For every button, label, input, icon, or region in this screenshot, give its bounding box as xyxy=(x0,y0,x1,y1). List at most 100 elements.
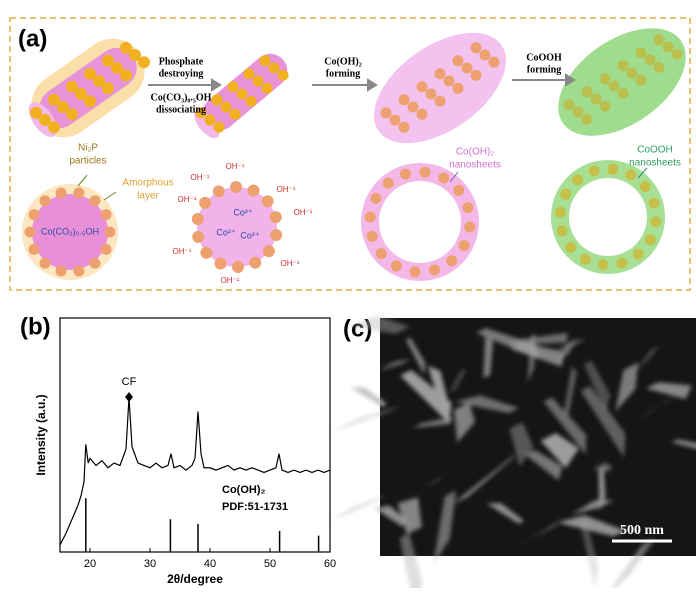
particle xyxy=(253,76,264,87)
particle xyxy=(40,258,51,269)
xrd-curve xyxy=(60,398,330,545)
particle xyxy=(429,264,440,275)
particle xyxy=(565,242,576,253)
plot-frame xyxy=(60,318,330,552)
label: Amorphous xyxy=(122,178,173,189)
particle xyxy=(73,265,84,276)
particle xyxy=(399,122,410,133)
particle xyxy=(438,172,449,183)
particle xyxy=(262,83,273,94)
particle xyxy=(367,231,378,242)
particle xyxy=(101,209,112,220)
particle xyxy=(25,227,36,238)
particle xyxy=(237,89,248,100)
particle xyxy=(370,193,381,204)
particle xyxy=(400,169,411,180)
particle xyxy=(84,95,96,107)
particle xyxy=(426,89,437,100)
step-label: Phosphate xyxy=(159,56,204,67)
annotation: CF xyxy=(122,376,137,388)
step-label: forming xyxy=(326,68,360,79)
particle xyxy=(464,221,475,232)
particle xyxy=(417,109,428,120)
particle xyxy=(435,68,446,79)
particle xyxy=(399,94,410,105)
ion-label: OH⁻¹ xyxy=(226,162,245,171)
particle xyxy=(600,101,611,112)
ion-label: OH⁻¹ xyxy=(277,185,296,194)
particle xyxy=(582,114,593,125)
particle xyxy=(663,42,674,53)
particle xyxy=(471,70,482,81)
particle xyxy=(262,195,274,207)
particle xyxy=(89,258,100,269)
particle xyxy=(648,198,659,209)
particle xyxy=(66,108,78,120)
particle xyxy=(459,240,470,251)
label: nanosheets xyxy=(629,158,681,169)
particle xyxy=(462,63,473,74)
particle xyxy=(453,83,464,94)
annotation-marker xyxy=(125,392,133,402)
particle xyxy=(557,225,568,236)
particle xyxy=(89,195,100,206)
particle xyxy=(102,82,114,94)
particle xyxy=(453,55,464,66)
particle xyxy=(213,185,225,197)
step-label: Co(CO₃)₀.₅OH xyxy=(151,92,212,103)
x-tick-label: 40 xyxy=(204,558,216,570)
particle xyxy=(230,181,242,193)
particle xyxy=(564,99,575,110)
particle xyxy=(278,70,289,81)
particle xyxy=(138,56,150,68)
y-axis-label: Intensity (a.u.) xyxy=(34,394,48,475)
particle xyxy=(247,185,259,197)
particle xyxy=(56,188,67,199)
particle xyxy=(260,55,271,66)
particle xyxy=(101,244,112,255)
particle xyxy=(609,81,620,92)
x-axis-label: 2θ/degree xyxy=(167,572,223,586)
particle xyxy=(28,209,39,220)
particle xyxy=(633,249,644,260)
particle xyxy=(199,197,211,209)
label: Ni₂P xyxy=(78,143,98,154)
panel-label: (b) xyxy=(20,313,51,340)
particle xyxy=(205,115,216,126)
particle xyxy=(480,50,491,61)
particle xyxy=(410,266,421,277)
particle xyxy=(244,68,255,79)
particle xyxy=(381,107,392,118)
figure: (a) PhosphatedestroyingCo(CO₃)₀.₅OHdisso… xyxy=(0,0,696,588)
particle xyxy=(376,248,387,259)
particle xyxy=(228,81,239,92)
particle xyxy=(230,109,241,120)
particle xyxy=(435,96,446,107)
x-tick-label: 50 xyxy=(264,558,276,570)
particle xyxy=(625,169,636,180)
step-label: Co(OH)₂ xyxy=(324,56,361,67)
ion-label: OH⁻¹ xyxy=(173,247,192,256)
ion-label: OH⁻¹ xyxy=(281,259,300,268)
particle xyxy=(582,86,593,97)
particle xyxy=(192,213,204,225)
particle xyxy=(192,231,204,243)
particle xyxy=(105,227,116,238)
particle xyxy=(419,167,430,178)
label: nanosheets xyxy=(449,160,501,171)
particle xyxy=(560,189,571,200)
particle xyxy=(573,107,584,118)
particle xyxy=(269,63,280,74)
flake xyxy=(332,494,387,520)
ion-label: Co²⁺ xyxy=(216,227,236,237)
particle xyxy=(200,247,212,259)
step-label: dissociating xyxy=(156,104,206,115)
particle xyxy=(654,62,665,73)
particle xyxy=(616,257,627,268)
particle xyxy=(598,259,609,270)
particle xyxy=(640,181,651,192)
particle xyxy=(645,55,656,66)
particle xyxy=(645,234,656,245)
x-tick-label: 60 xyxy=(324,558,336,570)
x-tick-label: 30 xyxy=(144,558,156,570)
